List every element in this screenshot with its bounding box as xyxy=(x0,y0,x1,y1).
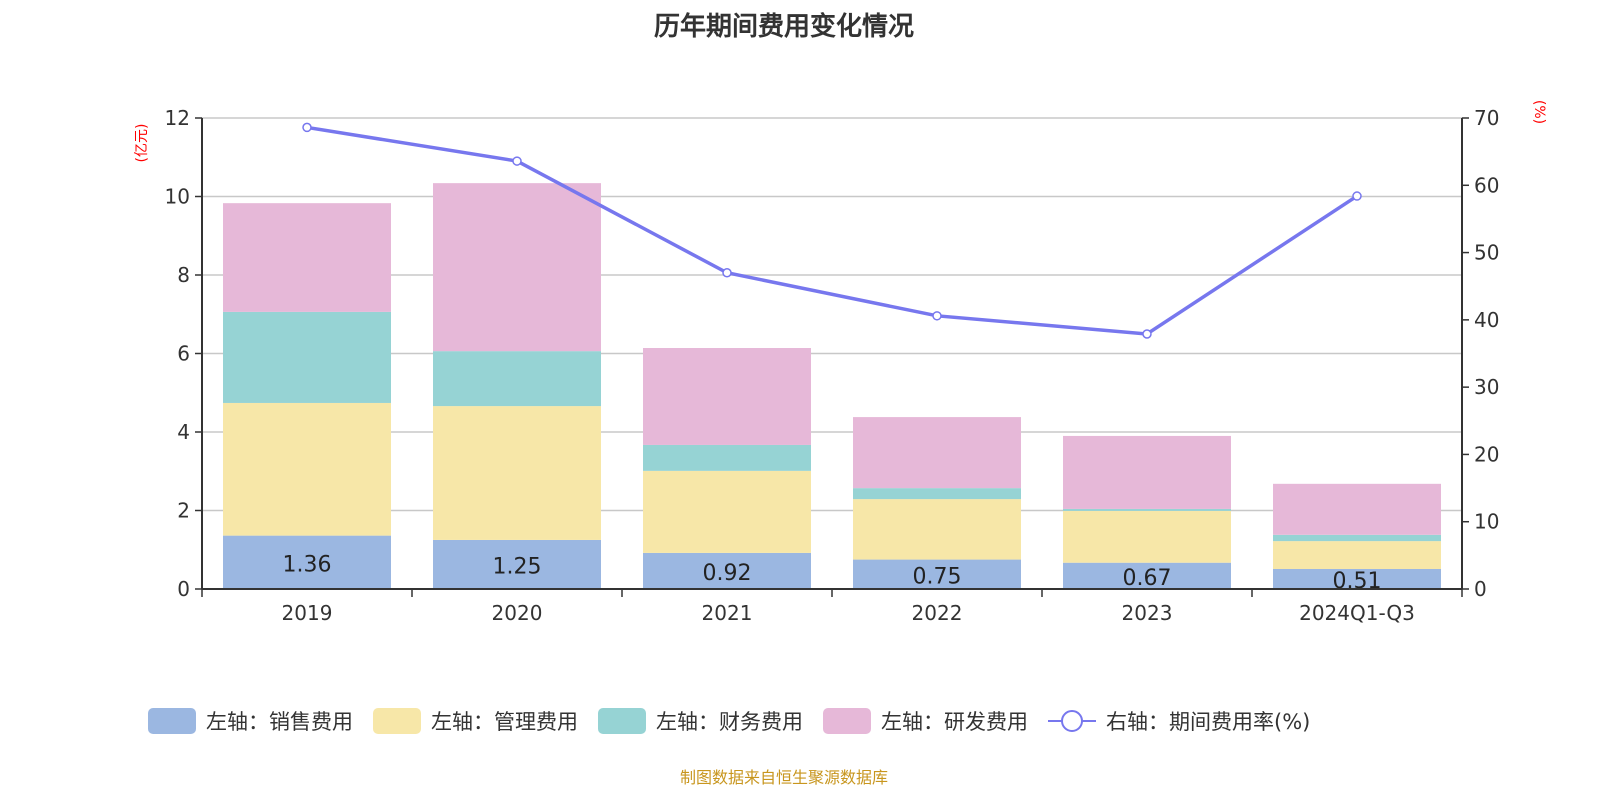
bar-data-label: 0.92 xyxy=(703,561,752,586)
legend-marker xyxy=(1061,710,1083,732)
right-tick-label: 10 xyxy=(1474,510,1499,534)
right-tick-label: 70 xyxy=(1474,106,1499,130)
bar-segment xyxy=(223,402,391,536)
rate-point xyxy=(512,156,522,166)
bar-segment xyxy=(1273,541,1441,569)
left-tick-label: 2 xyxy=(177,499,190,523)
bar-data-label: 1.36 xyxy=(283,552,332,577)
bar-segment xyxy=(223,203,391,312)
x-tick-label: 2022 xyxy=(912,601,963,625)
left-tick-label: 6 xyxy=(177,342,190,366)
bar-segment xyxy=(1063,562,1231,589)
bar-segment xyxy=(1273,568,1441,589)
bar-segment xyxy=(1273,483,1441,535)
bar-segment xyxy=(853,559,1021,589)
legend-swatch xyxy=(148,708,196,734)
right-tick-label: 30 xyxy=(1474,375,1499,399)
left-tick-label: 4 xyxy=(177,420,190,444)
legend-label: 左轴：销售费用 xyxy=(206,710,353,734)
legend-label: 左轴：研发费用 xyxy=(881,710,1028,734)
bar-data-label: 0.51 xyxy=(1333,569,1382,594)
bar-segment xyxy=(223,311,391,403)
x-tick-label: 2019 xyxy=(282,601,333,625)
x-tick-label: 2023 xyxy=(1122,601,1173,625)
x-tick-label: 2024Q1-Q3 xyxy=(1299,601,1415,625)
bar-segment xyxy=(1063,510,1231,563)
bar-segment xyxy=(853,488,1021,500)
rate-line xyxy=(306,125,1358,336)
bar-segment xyxy=(643,470,811,553)
source-note: 制图数据来自恒生聚源数据库 xyxy=(679,768,888,787)
legend-swatch xyxy=(373,708,421,734)
x-tick-label: 2020 xyxy=(492,601,543,625)
bar-segment xyxy=(853,417,1021,489)
bar-segment xyxy=(853,499,1021,560)
legend-label: 右轴：期间费用率(%) xyxy=(1106,710,1310,734)
left-tick-label: 0 xyxy=(177,577,190,601)
bar-data-label: 0.75 xyxy=(913,564,962,589)
rate-point xyxy=(722,268,732,278)
bar-segment xyxy=(433,539,601,589)
legend-label: 左轴：管理费用 xyxy=(431,710,578,734)
right-axis-unit: (%) xyxy=(1531,100,1547,124)
bar-segment xyxy=(433,351,601,407)
bar-segment xyxy=(223,535,391,589)
left-tick-label: 12 xyxy=(165,106,190,130)
rate-point xyxy=(932,311,942,321)
rate-point xyxy=(1352,191,1362,201)
chart-title: 历年期间费用变化情况 xyxy=(653,12,914,42)
rate-point xyxy=(302,122,312,133)
left-tick-label: 8 xyxy=(177,263,190,287)
bar-data-label: 1.25 xyxy=(493,554,542,579)
right-tick-label: 0 xyxy=(1474,577,1487,601)
bar-segment xyxy=(643,552,811,589)
bar-segment xyxy=(1273,534,1441,542)
legend-swatch xyxy=(823,708,871,734)
left-axis-unit: (亿元) xyxy=(134,124,150,163)
bar-segment xyxy=(1063,435,1231,509)
rate-point xyxy=(1142,329,1152,339)
legend-label: 左轴：财务费用 xyxy=(656,710,803,734)
bar-segment xyxy=(643,444,811,471)
legend-swatch xyxy=(598,708,646,734)
right-tick-label: 50 xyxy=(1474,241,1499,265)
left-tick-label: 10 xyxy=(165,185,190,209)
right-tick-label: 40 xyxy=(1474,308,1499,332)
right-tick-label: 60 xyxy=(1474,173,1499,197)
bar-segment xyxy=(1063,508,1231,511)
bar-segment xyxy=(433,183,601,352)
bar-data-label: 0.67 xyxy=(1123,566,1172,591)
bar-segment xyxy=(433,406,601,540)
bar-segment xyxy=(643,348,811,445)
x-tick-label: 2021 xyxy=(702,601,753,625)
right-tick-label: 20 xyxy=(1474,442,1499,466)
